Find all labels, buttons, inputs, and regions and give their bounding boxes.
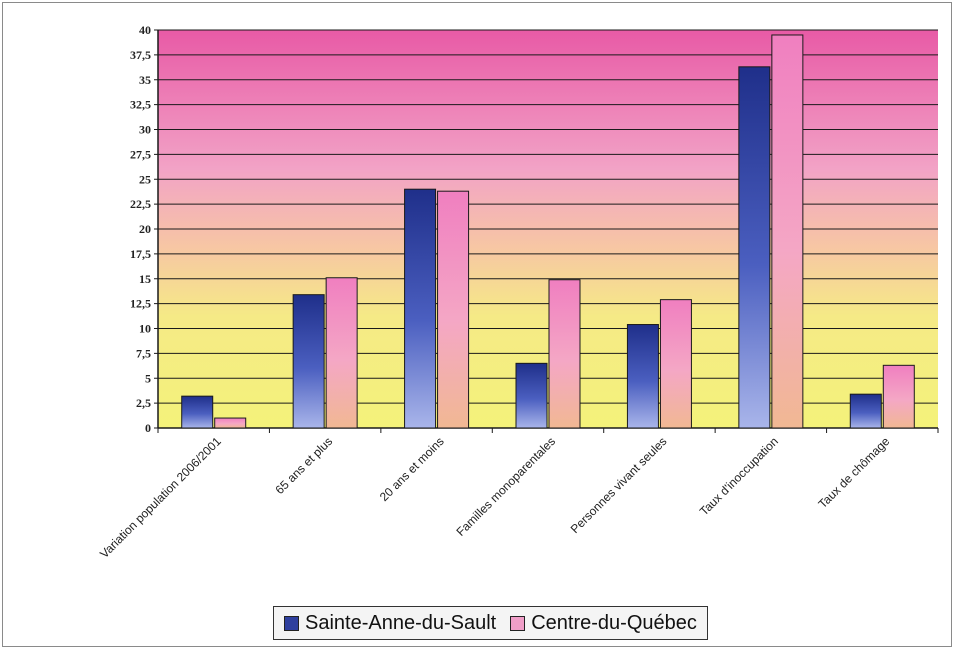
bar-series-2 [548, 279, 581, 429]
y-tick-label: 15 [139, 272, 151, 286]
bar-series-2 [771, 34, 804, 429]
legend-item-series-2: Centre-du-Québec [510, 612, 697, 635]
category-labels: Variation population 2006/2001 65 ans et … [97, 434, 893, 561]
y-tick-labels: 0 2,5 5 7,5 10 12,5 15 17,5 20 22,5 25 27,5 30 32,5 35… [130, 23, 151, 435]
y-tick-label: 12,5 [130, 297, 151, 311]
bar-series-1 [626, 324, 659, 429]
y-tick-label: 22,5 [130, 197, 151, 211]
axes [157, 30, 939, 433]
bar-series-2 [437, 190, 470, 429]
y-tick-label: 0 [145, 421, 151, 435]
bar-series-1 [849, 393, 882, 429]
category-label: 65 ans et plus [273, 434, 336, 497]
bar-series-1 [515, 362, 548, 429]
legend-swatch-series-2 [510, 615, 526, 631]
y-tick-label: 7,5 [136, 346, 151, 360]
bar-series-1 [738, 66, 771, 429]
bar-series-2 [325, 277, 358, 429]
y-tick-label: 5 [145, 371, 151, 385]
legend-label-series-1: Sainte-Anne-du-Sault [305, 611, 497, 634]
category-label: Taux de chômage [816, 434, 893, 511]
bar-series-1 [181, 395, 214, 429]
category-label: Personnes vivant seules [568, 434, 670, 536]
y-tick-label: 35 [139, 73, 151, 87]
legend: Sainte-Anne-du-Sault Centre-du-Québec [273, 606, 708, 640]
legend-swatch-series-1 [284, 615, 299, 631]
category-label: Familles monoparentales [453, 434, 558, 539]
y-tick-label: 32,5 [130, 98, 151, 112]
y-tick-label: 20 [139, 222, 151, 236]
bar-chart: 0 2,5 5 7,5 10 12,5 15 17,5 20 22,5 25 27,5 30 32,5 35… [97, 23, 939, 561]
y-tick-label: 27,5 [130, 147, 151, 161]
y-tick-label: 17,5 [130, 247, 151, 261]
bar-series-2 [882, 364, 915, 429]
gridlines [154, 29, 938, 429]
category-label: Variation population 2006/2001 [97, 434, 224, 561]
bar-series-1 [292, 294, 325, 429]
y-tick-label: 10 [139, 322, 151, 336]
bar-series-2 [659, 299, 692, 429]
y-tick-label: 30 [139, 123, 151, 137]
legend-label-series-2: Centre-du-Québec [531, 611, 697, 634]
category-label: 20 ans et moins [377, 434, 447, 504]
bar-series-2 [214, 417, 247, 429]
category-label: Taux d'inoccupation [697, 434, 781, 518]
bars [181, 34, 915, 429]
legend-item-series-1: Sainte-Anne-du-Sault [284, 612, 496, 635]
y-tick-label: 25 [139, 172, 151, 186]
y-tick-label: 40 [139, 23, 151, 37]
bar-series-1 [404, 188, 437, 429]
y-tick-label: 2,5 [136, 396, 151, 410]
y-tick-label: 37,5 [130, 48, 151, 62]
